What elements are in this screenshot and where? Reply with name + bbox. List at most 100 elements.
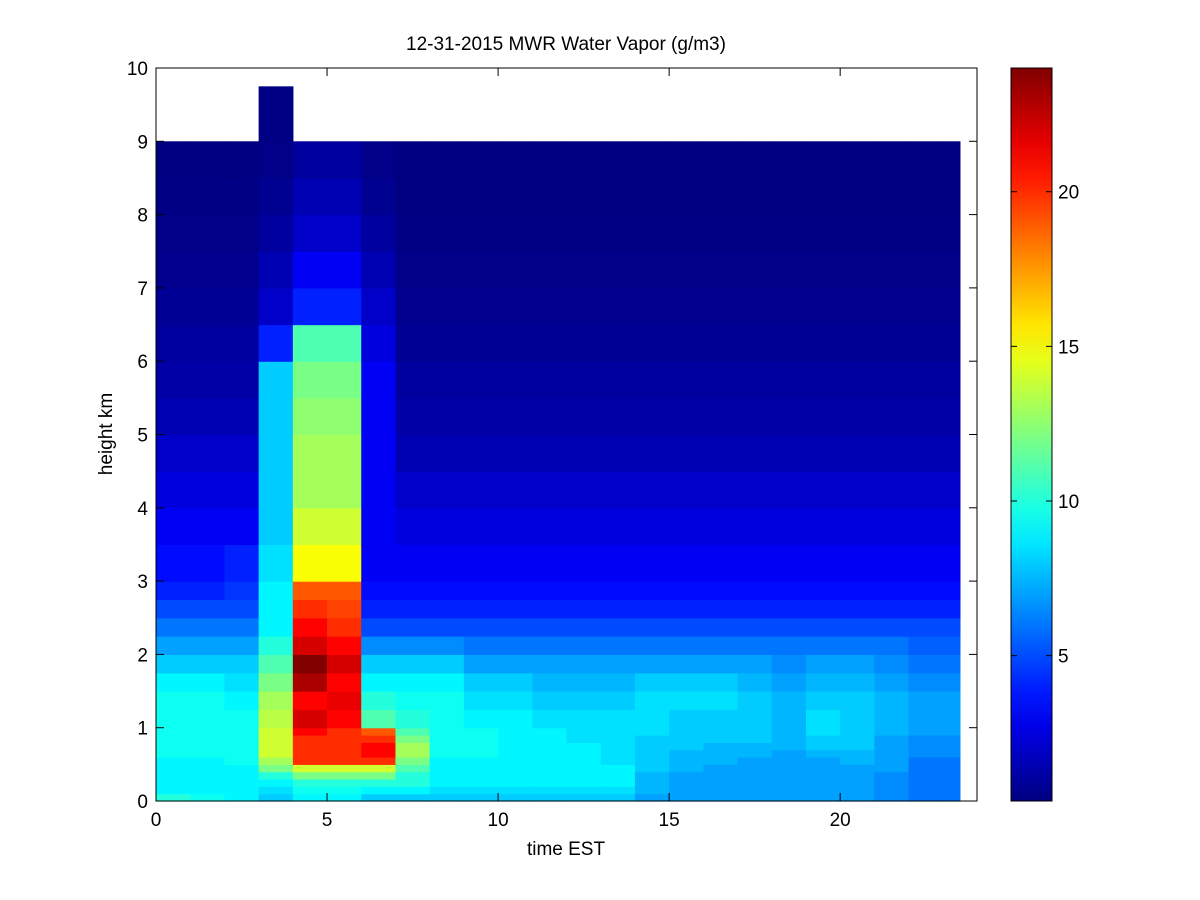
heatmap-cell xyxy=(771,397,807,436)
heatmap-cell xyxy=(156,691,191,710)
heatmap-cell xyxy=(908,764,944,773)
heatmap-cell xyxy=(840,742,875,751)
heatmap-cell xyxy=(361,636,397,655)
heatmap-cell xyxy=(327,771,362,780)
heatmap-cell xyxy=(600,599,636,619)
heatmap-cell xyxy=(463,742,499,751)
heatmap-cell xyxy=(634,771,670,780)
y-tick-label: 3 xyxy=(137,572,148,593)
heatmap-cell xyxy=(463,324,499,362)
heatmap-cell xyxy=(771,251,807,289)
heatmap-cell xyxy=(874,141,910,179)
heatmap-cell xyxy=(771,617,807,637)
heatmap-cell xyxy=(395,691,431,710)
heatmap-cell xyxy=(771,141,807,179)
heatmap-cell xyxy=(874,544,910,582)
heatmap-cell xyxy=(498,361,533,399)
heatmap-cell xyxy=(840,471,875,509)
heatmap-cell xyxy=(258,287,294,326)
heatmap-cell xyxy=(600,141,636,179)
heatmap-cell xyxy=(498,141,533,179)
heatmap-cell xyxy=(463,617,499,637)
heatmap-cell xyxy=(703,727,739,736)
heatmap-cell xyxy=(224,177,260,216)
heatmap-cell xyxy=(669,636,704,655)
heatmap-cell xyxy=(669,617,704,637)
heatmap-cell xyxy=(498,599,533,619)
heatmap-cell xyxy=(566,141,602,179)
heatmap-cell xyxy=(498,251,533,289)
heatmap-cell xyxy=(463,636,499,655)
heatmap-cell xyxy=(634,727,670,736)
heatmap-cell xyxy=(908,654,944,674)
heatmap-cell xyxy=(634,672,670,692)
heatmap-cell xyxy=(669,793,704,802)
heatmap-cell xyxy=(361,581,397,601)
heatmap-cell xyxy=(258,749,294,758)
heatmap-cell xyxy=(395,617,431,637)
heatmap-cell xyxy=(771,599,807,619)
heatmap-cell xyxy=(463,214,499,252)
heatmap-cell xyxy=(224,793,260,802)
heatmap-cell xyxy=(361,177,397,216)
heatmap-cell xyxy=(327,779,362,787)
heatmap-cell xyxy=(634,793,670,802)
heatmap-cell xyxy=(258,86,294,142)
heatmap-cell xyxy=(669,434,704,472)
heatmap-cell xyxy=(874,177,910,216)
heatmap-cell xyxy=(292,141,328,179)
heatmap-cell xyxy=(532,251,568,289)
heatmap-cell xyxy=(429,599,465,619)
heatmap-cell xyxy=(703,361,739,399)
heatmap-cell xyxy=(532,749,568,758)
heatmap-cell xyxy=(292,177,328,216)
heatmap-cell xyxy=(703,793,739,802)
heatmap-cell xyxy=(156,617,191,637)
heatmap-cell xyxy=(669,709,704,729)
heatmap-cell xyxy=(429,742,465,751)
heatmap-cell xyxy=(600,764,636,773)
heatmap-cell xyxy=(600,397,636,436)
heatmap-cell xyxy=(224,691,260,710)
heatmap-cell xyxy=(463,507,499,546)
y-tick-label: 0 xyxy=(137,792,148,813)
heatmap-cell xyxy=(532,779,568,787)
heatmap-cell xyxy=(566,397,602,436)
heatmap-cell xyxy=(771,471,807,509)
heatmap-cell xyxy=(669,672,704,692)
heatmap-cell xyxy=(908,434,944,472)
heatmap-cell xyxy=(258,771,294,780)
y-tick-label: 2 xyxy=(137,645,148,666)
heatmap-cell xyxy=(703,287,739,326)
heatmap-cell xyxy=(634,617,670,637)
heatmap-cell xyxy=(908,779,944,787)
heatmap-cell xyxy=(292,709,328,729)
heatmap-cell xyxy=(737,771,773,780)
heatmap-cell xyxy=(532,471,568,509)
heatmap-cell xyxy=(327,324,362,362)
heatmap-cell xyxy=(669,749,704,758)
heatmap-cell xyxy=(498,324,533,362)
heatmap-cell xyxy=(532,735,568,743)
heatmap-cell xyxy=(634,361,670,399)
heatmap-cell xyxy=(840,599,875,619)
heatmap-cell xyxy=(942,727,961,736)
heatmap-cell xyxy=(190,672,226,692)
heatmap-cell xyxy=(908,691,944,710)
heatmap-cell xyxy=(634,287,670,326)
heatmap-cell xyxy=(429,654,465,674)
heatmap-cell xyxy=(532,324,568,362)
heatmap-cell xyxy=(156,636,191,655)
heatmap-cell xyxy=(874,654,910,674)
heatmap-cell xyxy=(634,779,670,787)
heatmap-cell xyxy=(840,544,875,582)
heatmap-cell xyxy=(771,735,807,743)
heatmap-cell xyxy=(224,361,260,399)
heatmap-cell xyxy=(840,779,875,787)
heatmap-cell xyxy=(156,771,191,780)
heatmap-cell xyxy=(942,709,961,729)
heatmap-cell xyxy=(258,177,294,216)
heatmap-cell xyxy=(805,779,841,787)
heatmap-cell xyxy=(498,654,533,674)
heatmap-cell xyxy=(292,735,328,743)
